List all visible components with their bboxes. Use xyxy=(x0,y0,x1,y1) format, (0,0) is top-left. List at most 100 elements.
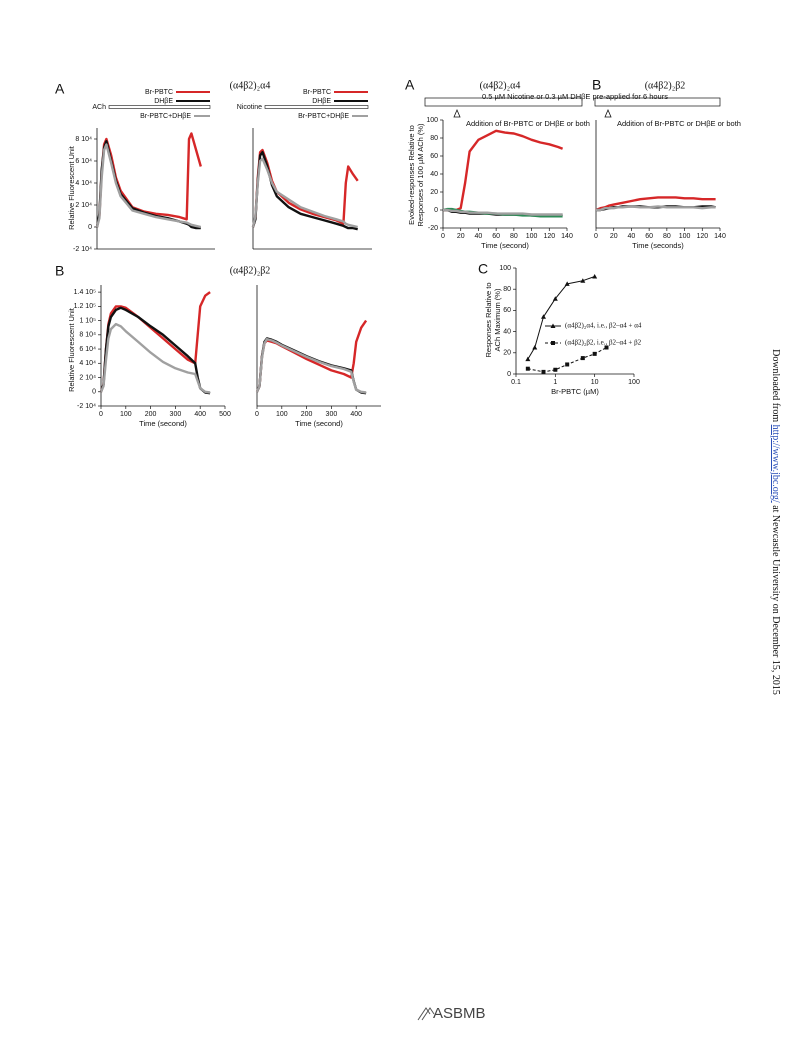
marker xyxy=(592,273,598,279)
y-tick-label: 100 xyxy=(426,117,438,124)
legend-label: Br-PBTC+DHβE xyxy=(140,113,191,120)
y-tick-label: 1 10⁵ xyxy=(79,317,96,324)
x-tick-label: 40 xyxy=(628,233,636,240)
download-note: Downloaded from http://www.jbc.org/ at N… xyxy=(770,349,781,695)
x-tick-label: 0.1 xyxy=(511,379,521,386)
y-tick-label: -20 xyxy=(428,225,438,232)
y-tick-label: 0 xyxy=(434,207,438,214)
series-line xyxy=(255,337,367,394)
panel-label: C xyxy=(478,261,488,277)
marker xyxy=(553,367,558,372)
panel-label: A xyxy=(55,81,65,97)
chart: 0 20 40 60 80 100 0.1 1 10 100 Br-PBTC (µM) Respons… xyxy=(478,261,642,396)
y-tick-label: 6 10⁴ xyxy=(75,158,92,165)
x-tick-label: 0 xyxy=(441,233,445,240)
x-tick-label: 140 xyxy=(561,233,573,240)
legend-label: (α4β2)₂β2, i.e., β2–α4 + β2 xyxy=(565,339,642,347)
series-line xyxy=(251,157,358,229)
download-link[interactable]: http://www.jbc.org/ xyxy=(770,425,781,503)
panel-label: A xyxy=(405,77,415,93)
x-tick-label: 10 xyxy=(591,379,599,386)
panel-title: (α4β2)₂β2 xyxy=(230,265,271,276)
x-tick-label: 0 xyxy=(99,411,103,418)
addition-note: Addition of Br-PBTC or DHβE or both xyxy=(466,119,590,128)
x-axis-label: Br-PBTC (µM) xyxy=(551,387,599,396)
y-tick-label: 0 xyxy=(507,371,511,378)
y-tick-label: 4 10⁴ xyxy=(79,360,96,367)
y-tick-label: 2 10⁴ xyxy=(79,374,96,381)
x-tick-label: 60 xyxy=(492,233,500,240)
y-axis-label: ACh Maximum (%) xyxy=(493,288,502,351)
y-tick-label: 0 xyxy=(92,389,96,396)
x-tick-label: 100 xyxy=(276,411,288,418)
x-tick-label: 120 xyxy=(543,233,555,240)
marker xyxy=(604,345,609,350)
treatment-bar xyxy=(424,97,583,107)
series-line xyxy=(99,322,211,394)
y-axis-label: Relative Fluorescent Unit xyxy=(67,307,76,392)
y-tick-label: 1.2 10⁵ xyxy=(74,303,96,310)
x-tick-label: 300 xyxy=(326,411,338,418)
x-tick-label: 140 xyxy=(714,233,726,240)
marker xyxy=(532,345,538,350)
x-tick-label: 0 xyxy=(255,411,259,418)
chart: Nicotine Br-PBTC DHβE Br-PBTC+DHβE xyxy=(237,89,372,250)
treatment-label: Nicotine xyxy=(237,104,262,111)
panel-label: B xyxy=(592,77,601,93)
y-tick-label: 40 xyxy=(430,171,438,178)
x-tick-label: 20 xyxy=(457,233,465,240)
legend-label: Br-PBTC xyxy=(303,89,331,96)
series-line xyxy=(95,143,202,229)
x-tick-label: 1 xyxy=(553,379,557,386)
x-tick-label: 100 xyxy=(120,411,132,418)
series-line xyxy=(251,151,358,231)
y-tick-label: 20 xyxy=(430,189,438,196)
legend-label: Br-PBTC xyxy=(145,89,173,96)
panel-title: (α4β2)₂α4 xyxy=(480,80,521,91)
y-tick-label: 100 xyxy=(499,265,511,272)
legend-marker xyxy=(551,341,555,345)
marker xyxy=(592,351,597,356)
addition-arrow xyxy=(604,108,612,118)
logo-mark xyxy=(417,1007,435,1021)
x-tick-label: 100 xyxy=(526,233,538,240)
treatment-label: ACh xyxy=(92,104,106,111)
y-axis-label: Evoked-responses Relative to xyxy=(407,125,416,225)
y-tick-label: 4 10⁴ xyxy=(75,180,92,187)
marker xyxy=(525,356,531,362)
y-tick-label: 8 10⁴ xyxy=(75,136,92,143)
treatment-bar xyxy=(594,97,721,107)
treatment-annotation: 0.5 µM Nicotine or 0.3 µM DHβE pre-appli… xyxy=(482,92,668,101)
panel-label: B xyxy=(55,263,64,279)
legend-marker xyxy=(550,323,556,328)
y-tick-label: 0 xyxy=(88,224,92,231)
marker xyxy=(564,281,570,286)
chart: 0 100 200 300 400 Time (second) xyxy=(255,285,381,428)
series-line xyxy=(596,205,716,212)
x-tick-label: 400 xyxy=(194,411,206,418)
x-tick-label: 200 xyxy=(301,411,313,418)
x-tick-label: 40 xyxy=(475,233,483,240)
treatment-line xyxy=(264,105,369,109)
footer-logo: ASBMB xyxy=(417,1005,486,1022)
y-tick-label: 60 xyxy=(430,153,438,160)
series-line xyxy=(443,208,563,216)
x-tick-label: 80 xyxy=(510,233,518,240)
x-tick-label: 120 xyxy=(696,233,708,240)
addition-note: Addition of Br-PBTC or DHβE or both xyxy=(617,119,741,128)
x-axis-label: Time (seconds) xyxy=(632,241,684,250)
x-axis-label: Time (second) xyxy=(139,419,187,428)
panel-title: (α4β2)₂α4 xyxy=(230,80,271,91)
y-tick-label: 60 xyxy=(503,307,511,314)
x-axis-label: Time (second) xyxy=(295,419,343,428)
marker xyxy=(540,314,546,319)
y-tick-label: -2 10⁴ xyxy=(73,246,92,253)
marker xyxy=(565,362,570,367)
marker xyxy=(552,296,558,301)
download-suffix: at Newcastle University on December 15, … xyxy=(770,503,781,695)
